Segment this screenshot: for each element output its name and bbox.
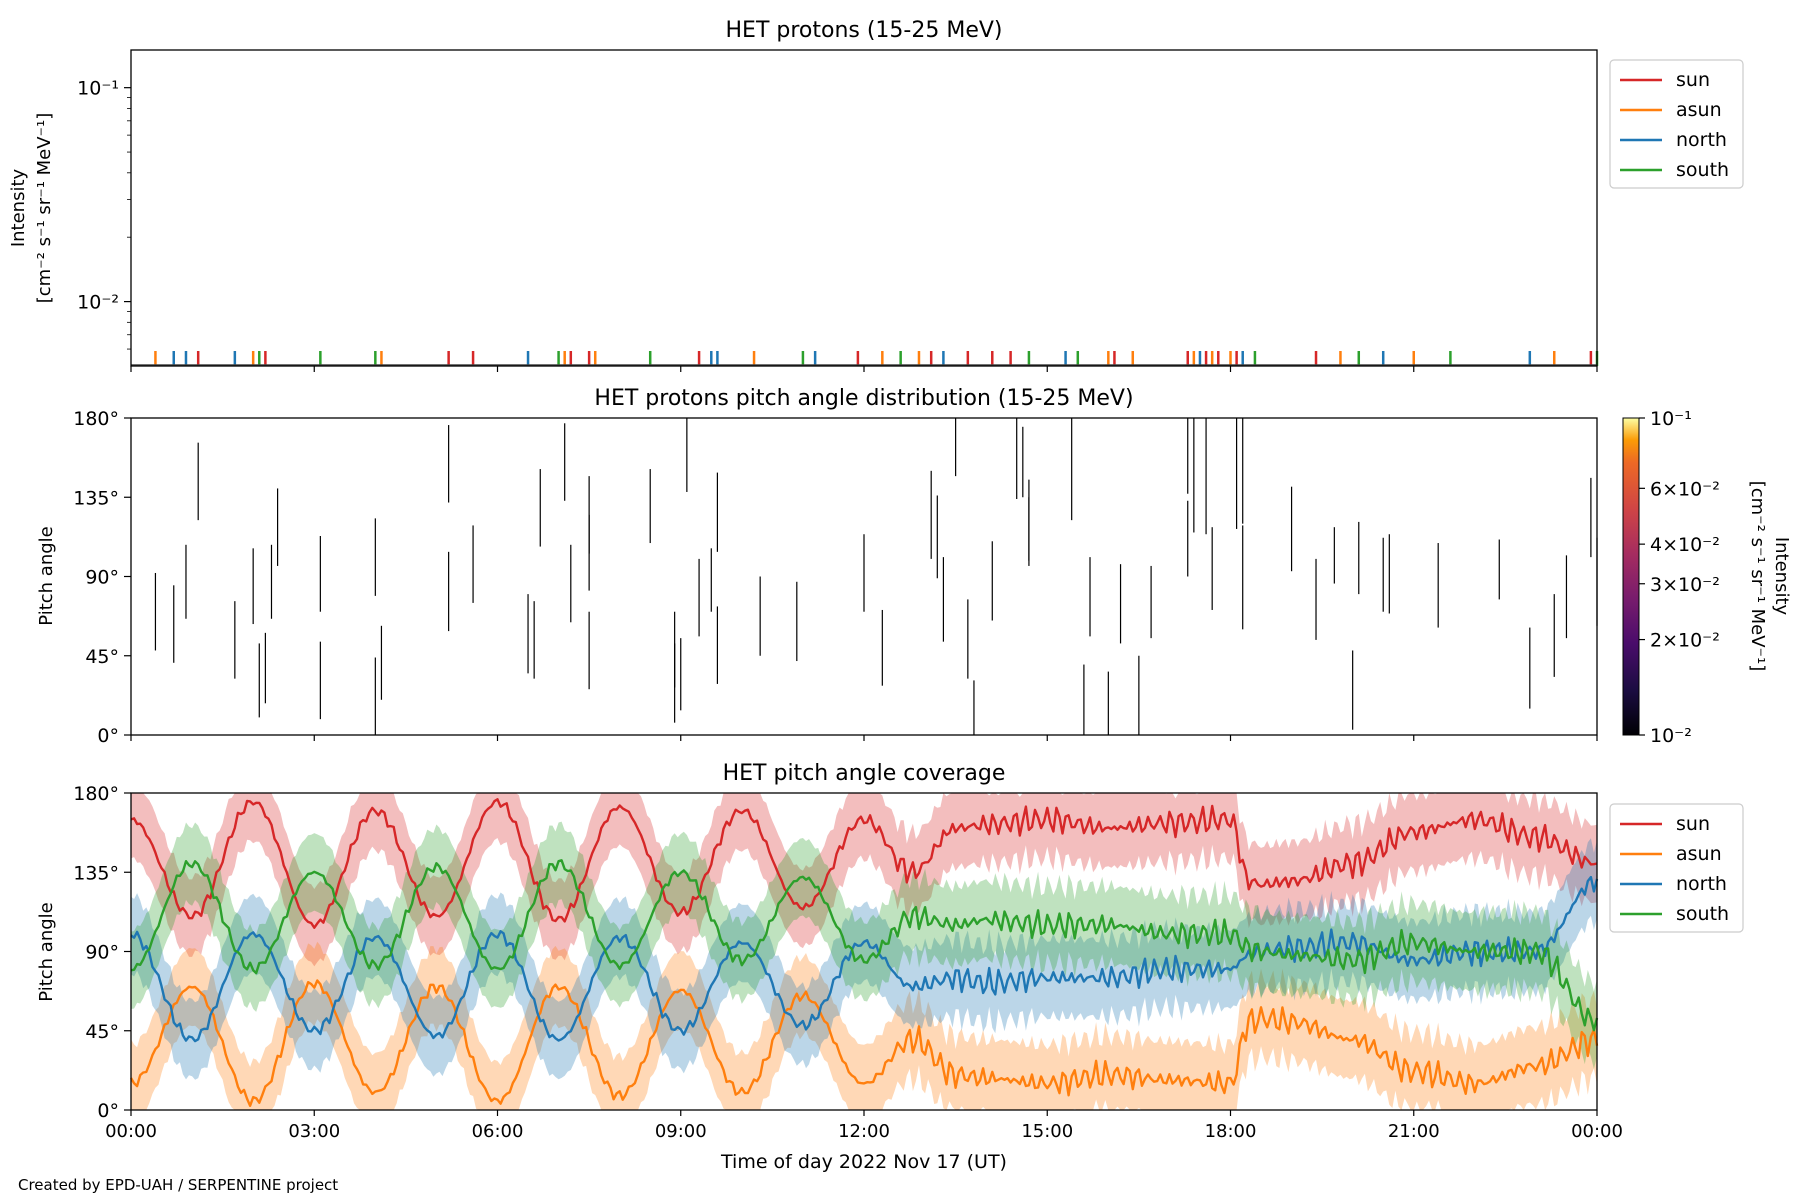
intensity-y-ticks: 10⁻¹ 10⁻² [77,78,131,350]
legend-label-sun: sun [1676,69,1710,91]
pad-x-ticks [130,735,1598,741]
panel-intensity: 10⁻¹ 10⁻² HET protons (15-25 MeV) Intensi… [8,18,1744,372]
footer-credit: Created by EPD-UAH / SERPENTINE project [18,1176,339,1194]
y-tick-label: 135° [73,862,119,884]
colorbar-label-2: [cm⁻² s⁻¹ sr⁻¹ MeV⁻¹] [1747,481,1768,672]
coverage-band-asun [131,941,1597,1110]
x-axis-label: Time of day 2022 Nov 17 (UT) [720,1151,1007,1173]
intensity-legend: sun asun north south [1609,59,1744,189]
y-tick-label: 0° [97,1100,119,1122]
intensity-x-ticks [130,366,1598,372]
colorbar [1622,417,1640,736]
legend-label-asun: asun [1676,843,1722,865]
coverage-band-sun [131,793,1597,967]
coverage-line-asun [129,979,1599,1108]
panel-pad-ylabel: Pitch angle [36,526,57,625]
coverage-bands [131,793,1597,1110]
coverage-x-ticks: 00:00 03:00 06:00 09:00 12:00 15:00 18:00 21:00… [105,1110,1623,1142]
colorbar-tick-label: 10⁻² [1650,725,1692,747]
legend-label-asun: asun [1676,99,1722,121]
y-tick-label: 10⁻¹ [77,78,119,100]
coverage-lines [129,798,1599,1108]
panel-pad-title: HET protons pitch angle distribution (15… [594,386,1133,411]
y-tick-label: 0° [97,725,119,747]
legend-label-south: south [1676,159,1729,181]
colorbar-tick-label: 6×10⁻² [1650,478,1720,500]
panel-pad: 0° 45° 90° 135° 180° HET protons pitch angle… [36,386,1792,747]
legend-box [1609,803,1744,933]
x-tick-label: 06:00 [472,1121,524,1142]
x-tick-label: 21:00 [1388,1121,1440,1142]
legend-label-north: north [1676,873,1727,895]
colorbar-tick-label: 2×10⁻² [1650,630,1720,652]
x-tick-label: 00:00 [1571,1121,1623,1142]
panel-intensity-ylabel-1: Intensity [8,168,29,247]
coverage-band-north [131,838,1597,1080]
colorbar-tick-label: 3×10⁻² [1650,574,1720,596]
x-tick-label: 09:00 [655,1121,707,1142]
x-tick-label: 12:00 [838,1121,890,1142]
x-tick-label: 03:00 [288,1121,340,1142]
colorbar-tick-label: 10⁻¹ [1650,408,1692,430]
panel-coverage-title: HET pitch angle coverage [723,761,1006,786]
panel-intensity-ylabel-2: [cm⁻² s⁻¹ sr⁻¹ MeV⁻¹] [34,113,55,304]
y-tick-label: 135° [73,487,119,509]
colorbar-tick-label: 4×10⁻² [1650,534,1720,556]
y-tick-label: 90° [85,942,119,964]
y-tick-label: 45° [85,1021,119,1043]
y-tick-label: 90° [85,567,119,589]
legend-label-south: south [1676,903,1729,925]
panel-coverage-ylabel: Pitch angle [36,902,57,1001]
coverage-line-sun [130,798,1598,929]
coverage-band-south [131,821,1597,1069]
coverage-legend: sun asun north south [1609,803,1744,933]
y-tick-label: 10⁻² [77,292,119,314]
coverage-line-north [130,875,1599,1043]
pad-segments [154,418,1598,735]
legend-label-sun: sun [1676,813,1710,835]
x-tick-label: 18:00 [1205,1121,1257,1142]
colorbar-label-1: Intensity [1771,537,1792,616]
x-tick-label: 00:00 [105,1121,157,1142]
legend-label-north: north [1676,129,1727,151]
legend-box [1609,59,1744,189]
pad-y-ticks: 0° 45° 90° 135° 180° [73,408,131,747]
coverage-line-south [130,859,1599,1032]
panel-intensity-title: HET protons (15-25 MeV) [726,18,1003,43]
y-tick-label: 180° [73,783,119,805]
colorbar-ticks: 10⁻¹ 6×10⁻² 4×10⁻² 3×10⁻² 2×10⁻² 10⁻² [1639,408,1720,747]
y-tick-label: 180° [73,408,119,430]
y-tick-label: 45° [85,646,119,668]
coverage-y-ticks: 0° 45° 90° 135° 180° [73,783,131,1122]
x-tick-label: 15:00 [1021,1121,1073,1142]
panel-coverage: 0° 45° 90° 135° 180° 00:00 03:00 06:00 09:00 12:… [36,761,1744,1173]
